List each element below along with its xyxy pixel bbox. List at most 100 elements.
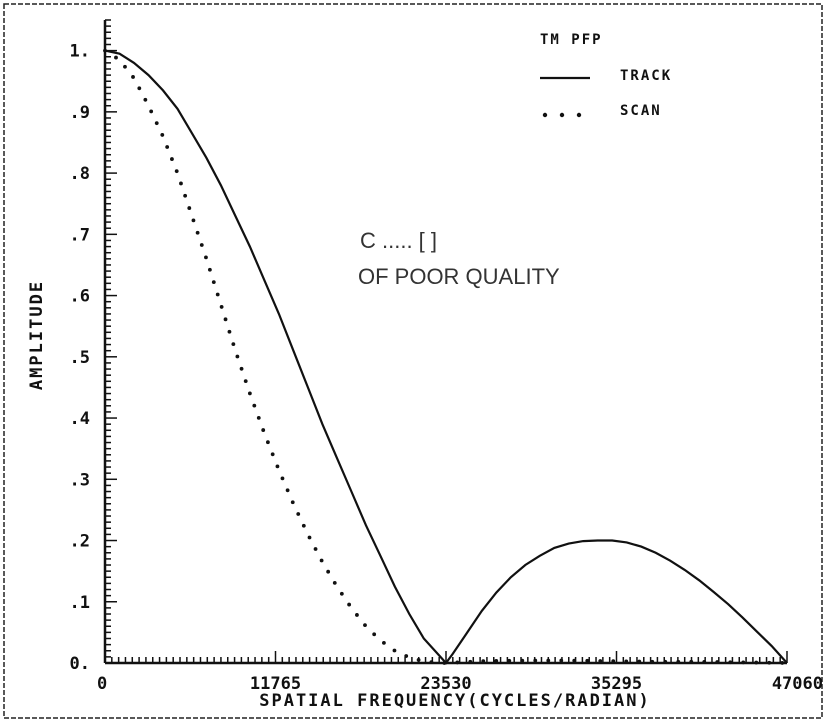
scan-point xyxy=(243,379,248,384)
legend-scan-label: SCAN xyxy=(620,103,662,119)
scan-point xyxy=(239,366,244,371)
scan-point xyxy=(546,658,551,663)
scan-point xyxy=(219,305,224,309)
scan-point xyxy=(392,648,397,653)
scan-point xyxy=(211,280,216,285)
y-tick-label: .6 xyxy=(70,287,90,307)
legend-title: TM PFP xyxy=(540,32,603,48)
scan-point xyxy=(382,640,386,645)
scan-point xyxy=(187,206,192,210)
scan-point xyxy=(199,243,204,247)
scan-point xyxy=(559,658,564,663)
scan-point xyxy=(728,660,733,665)
y-tick-label: .5 xyxy=(70,348,90,368)
legend-scan-swatch xyxy=(542,112,582,118)
scan-point xyxy=(741,660,746,665)
scan-point xyxy=(494,659,499,663)
y-axis-label: AMPLITUDE xyxy=(27,280,47,390)
legend: TM PFP TRACK SCAN xyxy=(540,32,670,119)
scan-point xyxy=(572,658,577,663)
scan-point xyxy=(154,121,159,126)
scan-point xyxy=(207,267,212,272)
scan-point xyxy=(261,428,266,432)
scan-point xyxy=(780,661,785,665)
scan-point xyxy=(637,659,642,664)
scan-point xyxy=(143,97,148,102)
scan-point xyxy=(170,157,174,161)
x-tick-label: 0 xyxy=(97,674,107,694)
scan-point xyxy=(650,659,655,664)
scan-point xyxy=(160,133,165,137)
y-tick-label: .1 xyxy=(70,593,90,613)
scan-point xyxy=(689,659,694,664)
scan-point xyxy=(754,660,759,665)
scan-point xyxy=(481,659,486,664)
series-layer xyxy=(103,48,788,665)
scan-point xyxy=(404,654,409,658)
scan-point xyxy=(265,440,270,445)
x-tick-label: 11765 xyxy=(250,674,301,694)
y-tick-label: .9 xyxy=(70,103,90,123)
quality-stamp-line-1: C ..... [ ] xyxy=(360,228,437,253)
y-tick-label: 0. xyxy=(70,654,90,674)
scan-point xyxy=(585,658,590,663)
quality-stamp-line-2: OF POOR QUALITY xyxy=(358,264,560,289)
scan-point xyxy=(252,403,257,408)
scan-point xyxy=(347,602,352,607)
scan-point xyxy=(235,354,240,359)
quality-stamp: C ..... [ ] OF POOR QUALITY xyxy=(358,228,560,289)
scan-point xyxy=(247,391,252,396)
y-tick-label: 1. xyxy=(70,42,90,62)
scan-point xyxy=(313,547,318,551)
scan-point xyxy=(103,48,107,53)
x-axis-label: SPATIAL FREQUENCY(CYCLES/RADIAN) xyxy=(259,691,651,711)
y-tick-label: .4 xyxy=(70,409,90,429)
scan-point xyxy=(149,109,154,114)
scan-point xyxy=(179,181,183,186)
scan-point xyxy=(715,660,720,664)
scan-point xyxy=(280,476,285,481)
scan-point xyxy=(767,660,772,665)
scan-point xyxy=(131,75,135,79)
x-tick-label: 23530 xyxy=(420,674,471,694)
scan-point xyxy=(332,580,337,585)
scan-point xyxy=(231,342,236,347)
scan-point xyxy=(195,230,200,235)
scan-point xyxy=(301,523,306,528)
scan-point xyxy=(215,292,220,297)
scan-point xyxy=(507,658,512,663)
y-tick-label: .8 xyxy=(70,164,90,184)
scan-point xyxy=(227,329,232,334)
y-tick-label: .2 xyxy=(70,532,90,552)
scan-point xyxy=(663,659,668,664)
scan-point xyxy=(429,660,434,665)
scan-point xyxy=(319,558,324,563)
scan-point xyxy=(416,657,421,662)
y-tick-labels: 0. .1 .2 .3 .4 .5 .6 .7 .8 .9 1. xyxy=(70,42,90,674)
scan-point xyxy=(520,658,525,663)
scan-point xyxy=(114,55,118,60)
series-dots-scan xyxy=(103,48,785,665)
scan-point xyxy=(372,632,377,637)
chart-frame xyxy=(3,3,823,719)
scan-point xyxy=(183,193,188,198)
x-tick-label: 35295 xyxy=(591,674,642,694)
minor-ticks xyxy=(104,19,788,664)
scan-point xyxy=(355,613,359,617)
scan-point xyxy=(326,569,331,574)
scan-point xyxy=(191,218,196,223)
scan-point xyxy=(137,86,142,91)
scan-point xyxy=(624,659,629,664)
scan-point xyxy=(468,659,473,664)
x-tick-label: 47060 xyxy=(772,674,823,694)
scan-point xyxy=(123,64,127,69)
scan-point xyxy=(165,145,170,149)
scan-point xyxy=(285,488,290,493)
scan-point xyxy=(256,415,261,420)
scan-point xyxy=(676,659,681,664)
y-tick-label: .3 xyxy=(70,470,90,490)
scan-point xyxy=(339,591,344,596)
scan-point xyxy=(307,535,312,540)
scan-point xyxy=(204,255,208,260)
